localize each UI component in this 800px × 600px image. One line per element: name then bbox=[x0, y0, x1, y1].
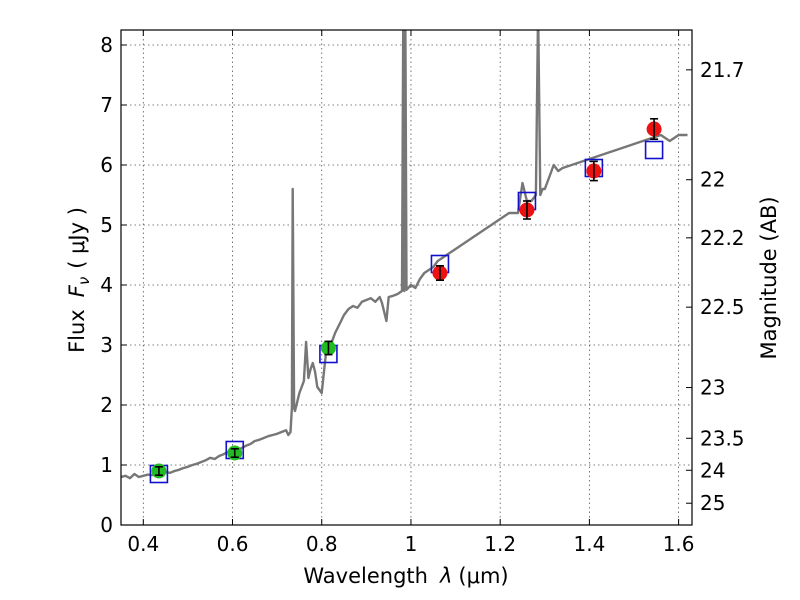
y2-tick-label: 24 bbox=[700, 458, 725, 482]
y2-axis-title: Magnitude (AB) bbox=[757, 196, 781, 359]
x-tick-label: 0.8 bbox=[306, 532, 338, 556]
y-tick-label: 6 bbox=[100, 153, 113, 177]
y-axis-title-text: Flux bbox=[65, 309, 89, 353]
y2-tick-label: 22 bbox=[700, 168, 725, 192]
y-tick-label: 2 bbox=[100, 393, 113, 417]
x-axis-unit: (μm) bbox=[458, 564, 508, 588]
x-axis-symbol: λ bbox=[439, 564, 452, 588]
y-tick-label: 0 bbox=[100, 513, 113, 537]
y-tick-label: 4 bbox=[100, 273, 113, 297]
y-tick-label: 8 bbox=[100, 33, 113, 57]
y-tick-label: 1 bbox=[100, 453, 113, 477]
plot-frame bbox=[120, 29, 693, 526]
x-tick-label: 0.6 bbox=[217, 532, 249, 556]
y2-tick-label: 25 bbox=[700, 491, 725, 515]
axis-ticks: 0.4 0.6 0.8 1 1.2 1.4 1.601234567821.72222.222… bbox=[100, 30, 745, 556]
x-tick-label: 1.2 bbox=[484, 532, 516, 556]
model-photometry-square bbox=[644, 140, 664, 160]
x-axis-title: Wavelength λ (μm) bbox=[303, 564, 508, 588]
y2-tick-label: 21.7 bbox=[700, 58, 745, 82]
x-tick-label: 1 bbox=[405, 532, 418, 556]
x-tick-label: 1.4 bbox=[573, 532, 605, 556]
y-tick-label: 5 bbox=[100, 213, 113, 237]
x-axis-title-text: Wavelength bbox=[303, 564, 428, 588]
spectrum-line bbox=[121, 30, 688, 480]
grid-lines bbox=[121, 30, 692, 526]
y-tick-label: 7 bbox=[100, 93, 113, 117]
y2-tick-label: 23.5 bbox=[700, 426, 745, 450]
y-axis-symbol: F bbox=[65, 284, 89, 297]
y2-tick-label: 23 bbox=[700, 376, 725, 400]
y-tick-label: 3 bbox=[100, 333, 113, 357]
y-axis-title: Flux Fν ( μJy ) bbox=[65, 207, 93, 353]
y2-tick-label: 22.2 bbox=[700, 226, 745, 250]
y-axis-unit: ( μJy ) bbox=[65, 207, 89, 269]
x-tick-label: 1.6 bbox=[663, 532, 695, 556]
y-axis-subscript: ν bbox=[75, 277, 93, 285]
data-series bbox=[121, 30, 688, 484]
y2-tick-label: 22.5 bbox=[700, 295, 745, 319]
x-tick-label: 0.4 bbox=[127, 532, 159, 556]
